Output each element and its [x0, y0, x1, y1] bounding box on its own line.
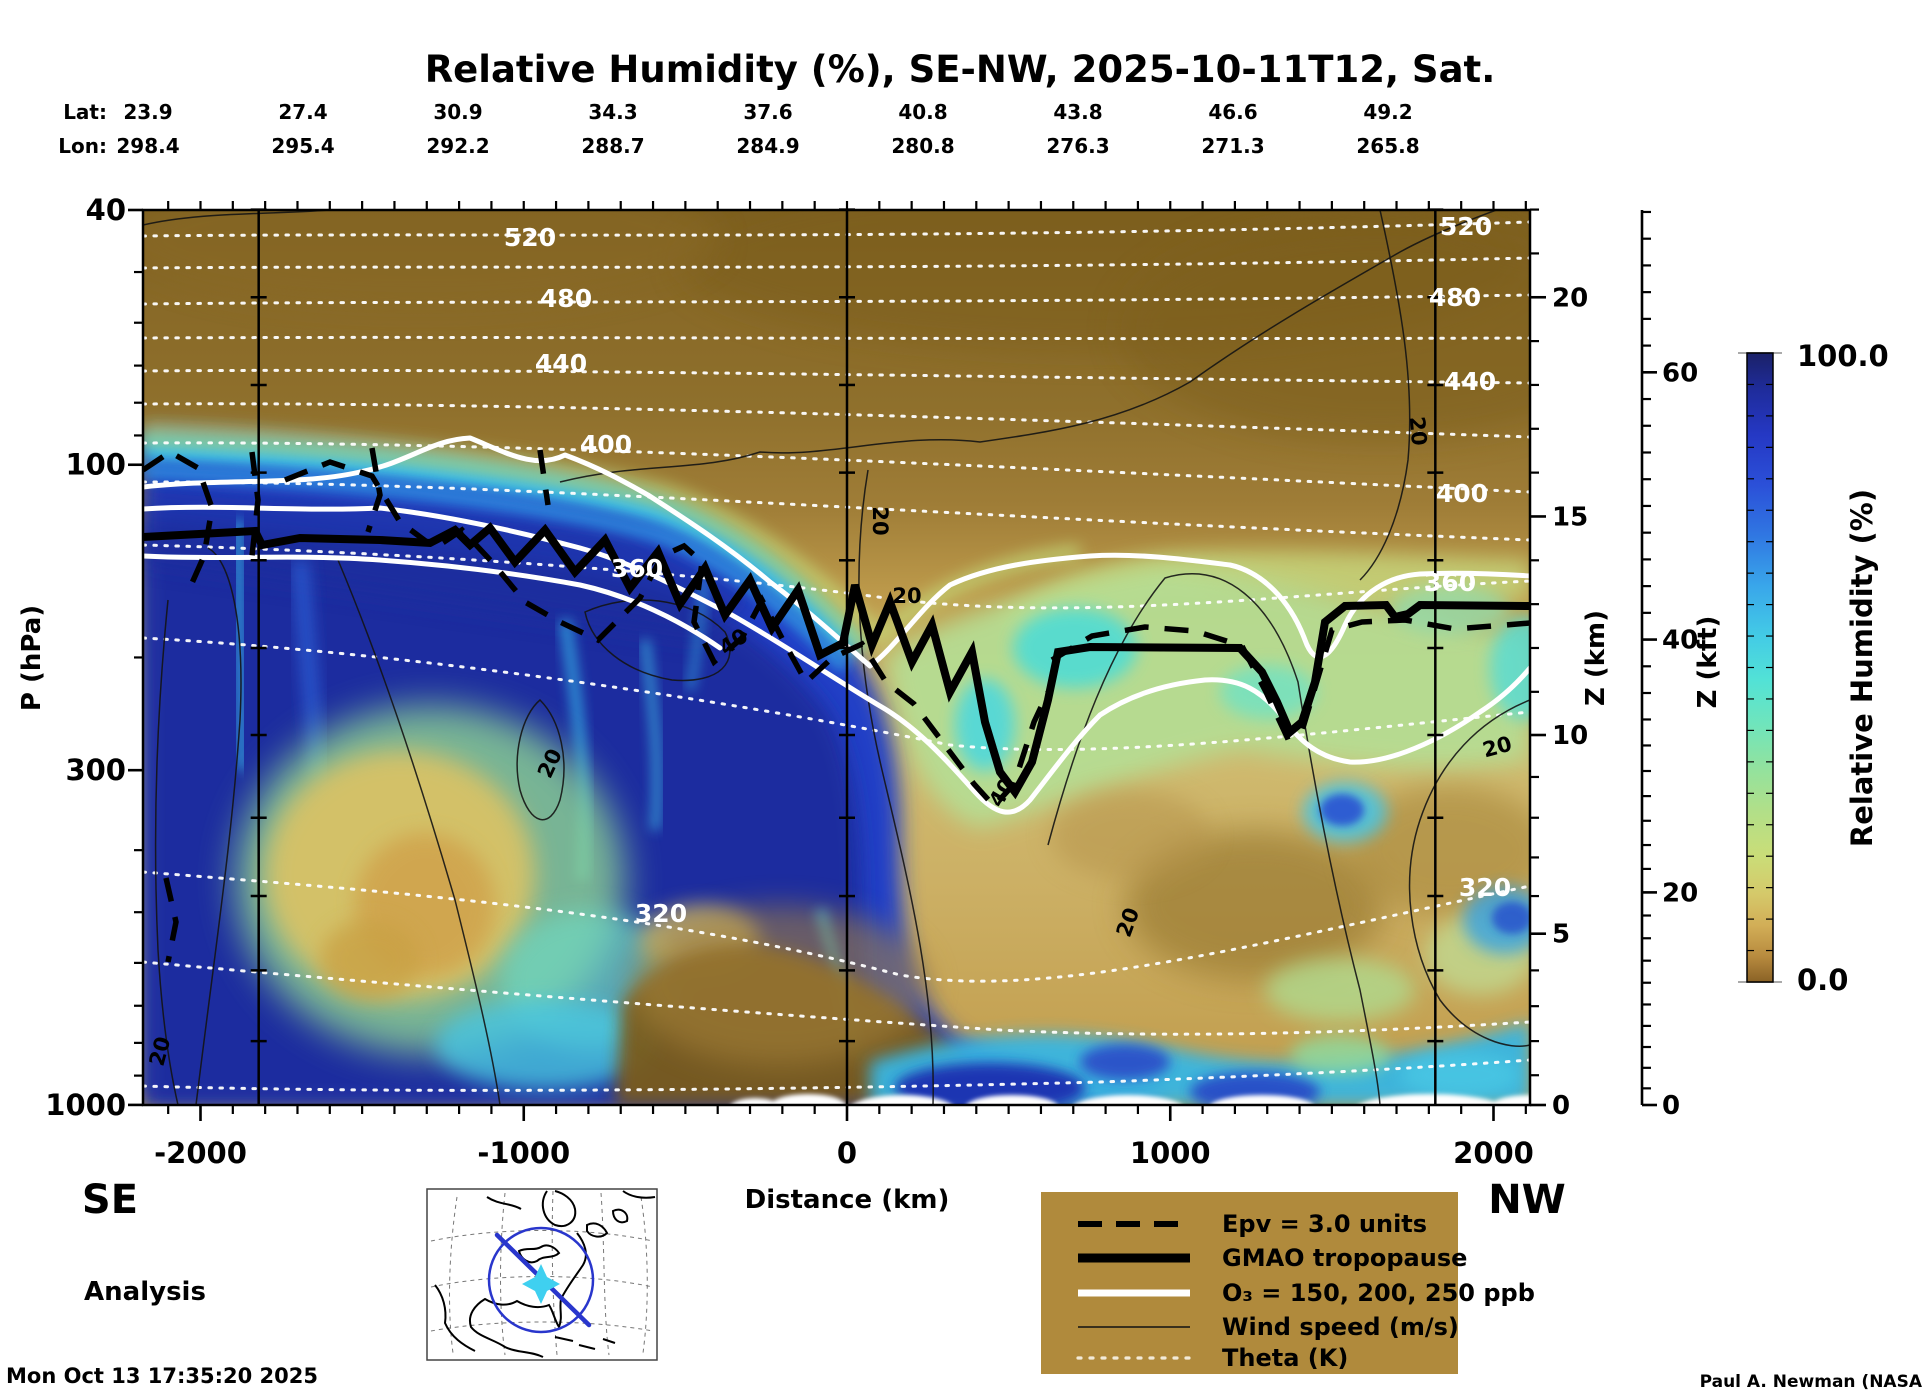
rh-filled-field	[143, 210, 1530, 1105]
x-axis-label: Distance (km)	[745, 1185, 950, 1215]
map-center-star	[522, 1264, 560, 1304]
lon-value: 292.2	[426, 134, 489, 158]
theta-contours	[143, 220, 1530, 1092]
theta-contour-label: 440	[535, 349, 587, 378]
lat-value: 43.8	[1053, 100, 1102, 124]
p-tick-label: 100	[65, 448, 126, 482]
z-kft-tick-label: 20	[1662, 878, 1698, 908]
x-tick-label: 0	[837, 1136, 857, 1170]
axis-ticks: -2000 -1000 0 1000 2000 40 100 300 1000 0 5 10 15 20 0…	[45, 193, 1698, 1170]
colorbar-min-label: 0.0	[1797, 963, 1848, 997]
lat-value: 34.3	[588, 100, 637, 124]
z-kft-tick-label: 40	[1662, 626, 1698, 656]
map-graticule	[430, 1190, 654, 1356]
theta-contour-label: 360	[1424, 568, 1476, 597]
lat-prefix: Lat:	[63, 100, 107, 124]
surface-terrain-notches	[731, 1094, 1530, 1105]
legend-label-o3: O₃ = 150, 200, 250 ppb	[1222, 1279, 1535, 1307]
theta-contour-label: 320	[635, 899, 687, 928]
x-tick-label: -2000	[154, 1136, 247, 1170]
y-axis-label: P (hPa)	[17, 605, 47, 711]
contour-value-labels: 520 480 440 400 360 320 520 480 440 400 360 320 20 20…	[145, 212, 1515, 1068]
z-kft-tick-label: 0	[1662, 1091, 1680, 1121]
lon-value: 298.4	[116, 134, 179, 158]
x-tick-label: 2000	[1453, 1136, 1534, 1170]
map-inset	[426, 1188, 658, 1361]
lon-value: 295.4	[271, 134, 334, 158]
z-kft-tick-label: 60	[1662, 358, 1698, 388]
x-tick-label: -1000	[477, 1136, 570, 1170]
theta-contour-label: 440	[1444, 367, 1496, 396]
corner-nw-label: NW	[1488, 1177, 1566, 1223]
lat-value: 46.6	[1208, 100, 1257, 124]
colorbar-axis-label: Relative Humidity (%)	[1845, 489, 1879, 847]
analysis-label: Analysis	[84, 1277, 206, 1307]
corner-se-label: SE	[82, 1177, 138, 1223]
z-km-tick-label: 15	[1552, 502, 1588, 532]
z-km-axis-label: Z (km)	[1581, 610, 1611, 706]
lat-value: 23.9	[123, 100, 172, 124]
lon-value: 284.9	[736, 134, 799, 158]
wind-contour-label: 20	[868, 506, 892, 535]
p-tick-label: 300	[65, 753, 126, 787]
timestamp: Mon Oct 13 17:35:20 2025	[6, 1364, 318, 1388]
p-tick-label: 1000	[45, 1088, 126, 1122]
lat-value: 37.6	[743, 100, 792, 124]
lon-prefix: Lon:	[58, 134, 107, 158]
z-kft-axis-label: Z (kft)	[1693, 616, 1723, 709]
legend-label-tropopause: GMAO tropopause	[1222, 1244, 1467, 1272]
theta-contour-label: 520	[504, 223, 556, 252]
page-title: Relative Humidity (%), SE-NW, 2025-10-11…	[425, 48, 1496, 91]
colorbar: 100.0 0.0 Relative Humidity (%)	[1738, 339, 1889, 997]
legend-label-wind: Wind speed (m/s)	[1222, 1313, 1459, 1341]
z-km-tick-label: 10	[1552, 721, 1588, 751]
legend-label-theta: Theta (K)	[1222, 1344, 1348, 1372]
lon-value: 271.3	[1201, 134, 1264, 158]
lon-value: 276.3	[1046, 134, 1109, 158]
colorbar-max-label: 100.0	[1797, 339, 1889, 373]
theta-contour-label: 320	[1459, 873, 1511, 902]
wind-contour-label: 20	[892, 584, 921, 608]
theta-contour-label: 400	[580, 430, 632, 459]
theta-contour-label: 400	[1436, 479, 1488, 508]
lat-value: 49.2	[1363, 100, 1412, 124]
theta-contour-label: 480	[1429, 283, 1481, 312]
tropopause-line	[143, 522, 1530, 800]
theta-contour-label: 520	[1440, 212, 1492, 241]
lon-value: 265.8	[1356, 134, 1419, 158]
map-coastlines	[434, 1190, 656, 1358]
theta-contour-label: 360	[611, 554, 663, 583]
lon-value: 280.8	[891, 134, 954, 158]
p-tick-label: 40	[86, 193, 126, 227]
map-range-circle	[487, 1226, 595, 1334]
lat-value: 27.4	[278, 100, 327, 124]
wind-speed-contours	[143, 210, 1530, 1105]
reference-lines	[250, 208, 1444, 1105]
lat-lon-labels: Lat: Lon: 23.9 298.4 27.4 295.4 30.9 292.2 34.3 2…	[58, 100, 1419, 158]
lat-value: 40.8	[898, 100, 947, 124]
legend: Epv = 3.0 units GMAO tropopause O₃ = 150, …	[1041, 1192, 1535, 1374]
z-km-tick-label: 5	[1552, 920, 1570, 950]
z-km-tick-label: 0	[1552, 1091, 1570, 1121]
z-km-tick-label: 20	[1552, 283, 1588, 313]
ozone-contours	[143, 435, 1530, 815]
legend-box	[1041, 1192, 1458, 1374]
legend-label-epv: Epv = 3.0 units	[1222, 1210, 1427, 1238]
x-tick-label: 1000	[1130, 1136, 1211, 1170]
credit: Paul A. Newman (NASA	[1700, 1372, 1923, 1392]
lat-value: 30.9	[433, 100, 482, 124]
wind-contour-label: 20	[1405, 415, 1431, 446]
lon-value: 288.7	[581, 134, 644, 158]
theta-contour-label: 480	[540, 284, 592, 313]
